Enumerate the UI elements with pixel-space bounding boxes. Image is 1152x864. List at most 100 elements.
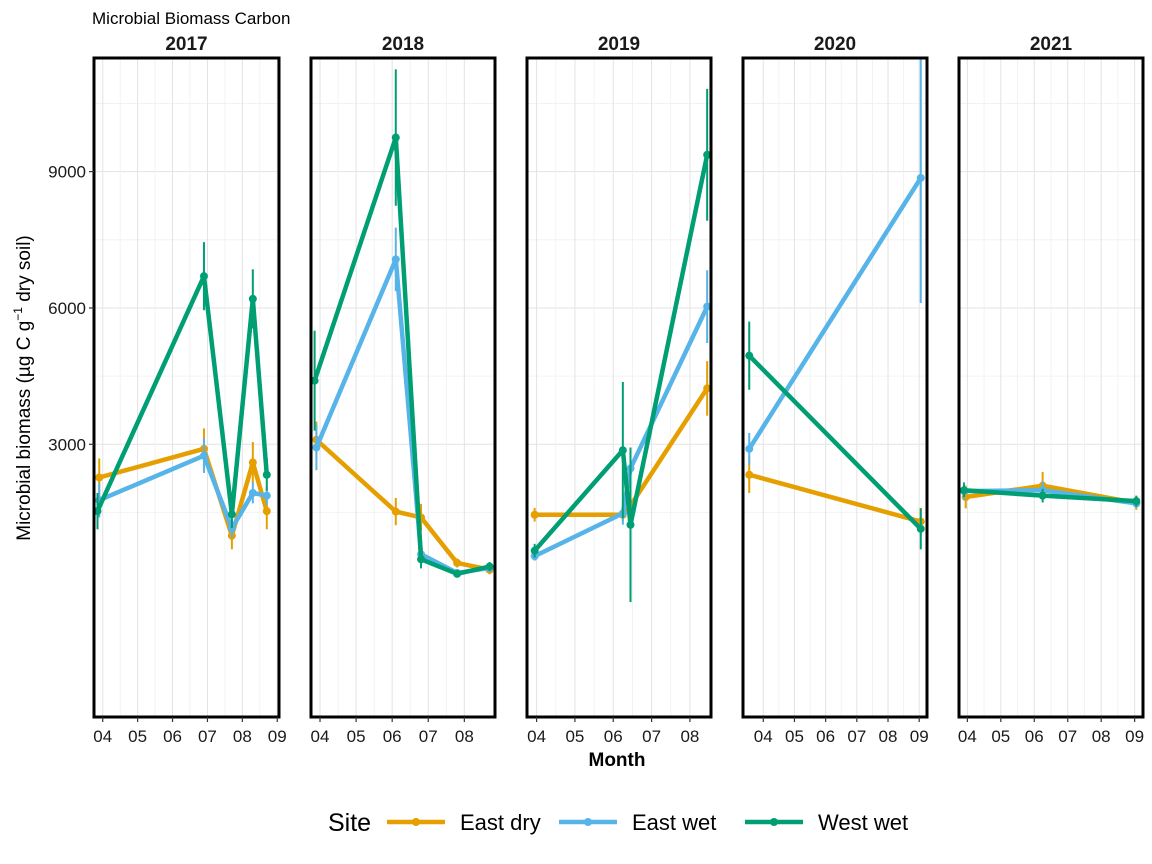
data-point bbox=[248, 458, 257, 467]
x-tick-label: 07 bbox=[847, 727, 866, 746]
x-tick-label: 08 bbox=[1092, 727, 1111, 746]
data-point bbox=[391, 255, 400, 264]
data-point bbox=[262, 507, 271, 516]
y-tick-label: 6000 bbox=[48, 299, 86, 318]
panel-grid bbox=[959, 58, 1143, 717]
panel-title: 2017 bbox=[165, 34, 207, 55]
y-tick-label: 3000 bbox=[48, 435, 86, 454]
x-tick-label: 05 bbox=[565, 727, 584, 746]
series-line bbox=[314, 257, 492, 576]
panel-title: 2021 bbox=[1030, 34, 1073, 55]
data-point bbox=[1038, 491, 1047, 500]
data-point bbox=[227, 510, 236, 519]
legend: Site East dry East wet West wet bbox=[328, 809, 908, 837]
legend-title: Site bbox=[328, 809, 371, 837]
data-point bbox=[453, 558, 462, 567]
data-point bbox=[311, 376, 319, 385]
x-tick-label: 04 bbox=[527, 727, 546, 746]
series-west-wet bbox=[530, 88, 711, 603]
panel-grid bbox=[94, 58, 279, 717]
series-line bbox=[96, 453, 270, 531]
series-west-wet bbox=[311, 69, 494, 578]
x-tick-label: 09 bbox=[1125, 727, 1144, 746]
panel-grid bbox=[527, 58, 711, 717]
data-point bbox=[530, 546, 539, 555]
panel-title: 2020 bbox=[814, 34, 856, 55]
data-point bbox=[248, 488, 257, 497]
data-point bbox=[391, 133, 400, 142]
panel-2020: 2020 04 05 06 07 08 09 bbox=[741, 34, 929, 746]
series-line bbox=[746, 472, 924, 524]
series-line bbox=[96, 446, 270, 538]
x-tick-label: 05 bbox=[347, 727, 366, 746]
panel-border bbox=[309, 56, 497, 719]
data-point bbox=[391, 507, 400, 516]
data-point bbox=[960, 486, 969, 495]
data-point bbox=[262, 470, 271, 479]
data-point bbox=[262, 491, 271, 500]
panel-border bbox=[525, 56, 713, 719]
data-point bbox=[227, 524, 236, 533]
x-tick-label: 08 bbox=[680, 727, 699, 746]
panel-grid bbox=[743, 58, 927, 717]
x-tick-label: 07 bbox=[1058, 727, 1077, 746]
x-tick-label: 04 bbox=[93, 727, 112, 746]
series-line bbox=[532, 152, 710, 553]
series-east-dry bbox=[530, 361, 711, 522]
x-tick-label: 06 bbox=[163, 727, 182, 746]
chart-title: Microbial Biomass Carbon bbox=[92, 9, 290, 28]
data-point bbox=[485, 562, 494, 571]
data-point bbox=[1132, 497, 1141, 506]
panel-2019: 2019 04 05 06 07 08 bbox=[525, 34, 713, 746]
x-tick-label: 09 bbox=[910, 727, 929, 746]
panel-2021: 2021 04 05 06 07 08 09 bbox=[957, 34, 1145, 746]
panel-data bbox=[530, 88, 711, 603]
data-point bbox=[916, 173, 925, 182]
series-line bbox=[746, 175, 924, 452]
data-point bbox=[453, 569, 462, 578]
legend-key-point bbox=[412, 818, 420, 826]
panel-border bbox=[741, 56, 929, 719]
data-point bbox=[703, 302, 711, 311]
x-tick-label: 04 bbox=[754, 727, 773, 746]
data-point bbox=[745, 470, 754, 479]
data-point bbox=[703, 150, 711, 159]
y-tick-label: 9000 bbox=[48, 163, 86, 182]
series-line bbox=[314, 437, 492, 572]
data-point bbox=[417, 555, 426, 564]
panel-border bbox=[957, 56, 1145, 719]
panel-border bbox=[92, 56, 281, 719]
panel-data bbox=[311, 69, 494, 578]
data-point bbox=[199, 451, 208, 460]
data-point bbox=[618, 446, 627, 455]
x-tick-label: 06 bbox=[1025, 727, 1044, 746]
panel-title: 2018 bbox=[382, 34, 424, 55]
x-tick-label: 06 bbox=[383, 727, 402, 746]
x-tick-label: 04 bbox=[958, 727, 977, 746]
data-point bbox=[530, 510, 539, 519]
series-west-wet bbox=[960, 483, 1141, 507]
x-tick-label: 08 bbox=[879, 727, 898, 746]
data-point bbox=[94, 507, 102, 516]
legend-label: West wet bbox=[818, 810, 908, 835]
panel-grid bbox=[311, 58, 495, 717]
x-tick-label: 07 bbox=[642, 727, 661, 746]
legend-key-point bbox=[584, 818, 592, 826]
panel-2017: 2017 04 05 06 07 08 09 3000 6000 9000 bbox=[48, 34, 287, 746]
legend-key-point bbox=[770, 818, 778, 826]
x-tick-label: 07 bbox=[198, 727, 217, 746]
series-east-wet bbox=[745, 58, 925, 465]
panel-title: 2019 bbox=[598, 34, 640, 55]
data-point bbox=[248, 294, 257, 303]
data-point bbox=[95, 473, 104, 482]
series-east-dry bbox=[745, 456, 925, 536]
panel-2018: 2018 04 05 06 07 08 bbox=[309, 34, 497, 746]
data-point bbox=[312, 443, 321, 452]
data-point bbox=[199, 272, 208, 281]
x-tick-label: 05 bbox=[128, 727, 147, 746]
data-point bbox=[916, 524, 925, 533]
x-tick-label: 08 bbox=[233, 727, 252, 746]
series-line bbox=[95, 273, 270, 517]
x-tick-label: 09 bbox=[268, 727, 287, 746]
